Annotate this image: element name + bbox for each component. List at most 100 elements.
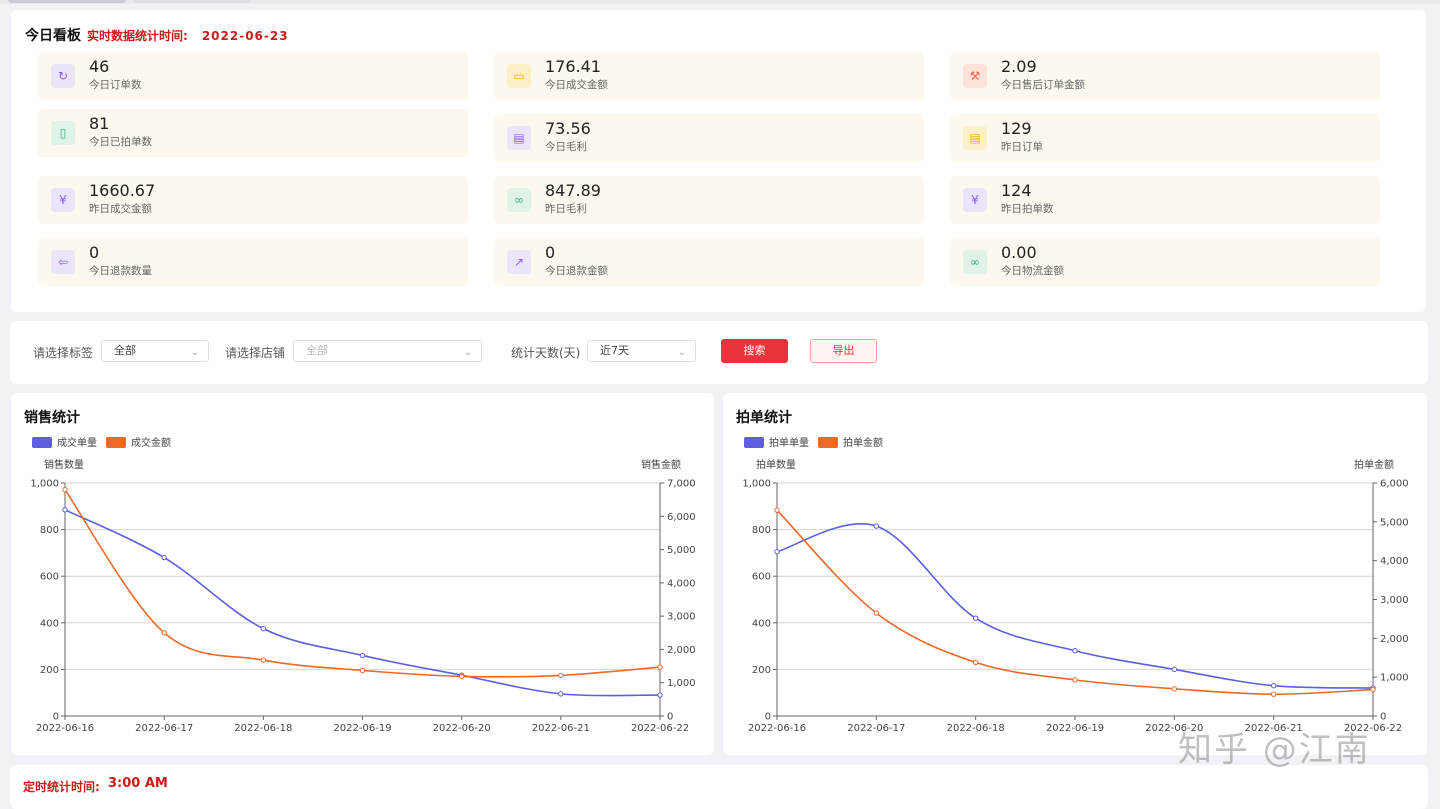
left-tick-label: 600 — [752, 572, 771, 583]
realtime-date: 2022-06-23 — [201, 29, 289, 43]
stat-card: ↗ 0 今日退款金额 — [494, 238, 924, 286]
data-point-left — [260, 625, 267, 632]
data-point-right — [1171, 686, 1178, 692]
data-point-left — [1270, 683, 1277, 689]
document-icon: ▤ — [963, 126, 987, 150]
data-point-left — [558, 691, 564, 697]
tag-select-value: 全部 — [114, 344, 136, 357]
right-tick-label: 2,000 — [667, 645, 696, 656]
data-point-right — [972, 659, 979, 666]
right-tick-label: 2,000 — [1380, 634, 1409, 645]
stat-value: 129 — [1001, 119, 1032, 138]
chevron-down-icon: ⌄ — [677, 347, 686, 358]
scheduled-time-value: 3:00 AM — [108, 776, 168, 791]
stat-value: 1660.67 — [89, 181, 156, 200]
stat-card: ▤ 73.56 今日毛利 — [494, 114, 924, 162]
data-point-right — [161, 630, 167, 636]
orders-chart-panel: 拍单统计 拍单单量 拍单金额 拍单数量 拍单金额 0 200 400 600 800 1,000 0… — [723, 393, 1427, 755]
x-tick-label: 2022-06-19 — [333, 723, 391, 734]
stat-card: ▯ 81 今日已拍单数 — [38, 109, 468, 157]
tab-dashboard[interactable] — [8, 0, 126, 3]
scheduled-time-label: 定时统计时间: — [23, 780, 100, 794]
stat-label: 今日毛利 — [545, 141, 587, 153]
legend-label: 拍单金额 — [843, 436, 883, 449]
right-tick-label: 1,000 — [1380, 673, 1409, 684]
shop-label: 请选择店铺 — [225, 346, 286, 360]
scheduled-stats-panel: 定时统计时间: 3:00 AM — [10, 765, 1428, 809]
stat-label: 今日已拍单数 — [89, 136, 152, 148]
stat-value: 0 — [89, 243, 100, 262]
x-tick-label: 2022-06-18 — [947, 723, 1005, 734]
x-tick-label: 2022-06-22 — [631, 723, 689, 734]
right-axis-title: 拍单金额 — [1354, 458, 1394, 471]
stat-card: ∞ 847.89 昨日毛利 — [494, 176, 924, 224]
shop-select[interactable]: 全部 ⌄ — [293, 340, 482, 362]
chevron-down-icon: ⌄ — [190, 347, 199, 358]
days-label: 统计天数(天) — [511, 346, 581, 360]
right-tick-label: 3,000 — [1380, 595, 1409, 606]
x-tick-label: 2022-06-20 — [433, 723, 491, 734]
stat-card: ∞ 0.00 今日物流金额 — [950, 238, 1380, 286]
right-tick-label: 7,000 — [667, 479, 696, 490]
right-tick-label: 3,000 — [667, 612, 696, 623]
legend-swatch — [818, 437, 838, 448]
x-tick-label: 2022-06-16 — [36, 723, 94, 734]
data-point-left — [62, 507, 68, 513]
search-button[interactable]: 搜索 — [721, 339, 788, 363]
stat-card: ▤ 129 昨日订单 — [950, 114, 1380, 162]
legend-swatch — [106, 437, 126, 448]
left-tick-label: 200 — [40, 665, 59, 676]
stat-value: 847.89 — [545, 181, 601, 200]
data-point-right — [558, 672, 564, 679]
stat-label: 昨日毛利 — [545, 203, 587, 215]
stat-label: 今日物流金额 — [1001, 265, 1064, 277]
stat-label: 昨日订单 — [1001, 141, 1043, 153]
data-point-right — [1270, 691, 1277, 697]
legend-label: 成交金额 — [131, 436, 171, 449]
x-tick-label: 2022-06-18 — [234, 723, 292, 734]
legend-label: 成交单量 — [57, 436, 97, 449]
series-line-right — [776, 509, 1374, 696]
tab-secondary[interactable] — [133, 0, 251, 3]
left-tick-label: 800 — [40, 525, 59, 536]
stat-card: ⚒ 2.09 今日售后订单金额 — [950, 52, 1380, 100]
today-board: 今日看板 实时数据统计时间: 2022-06-23 ↻ 46 今日订单数 ▭ 176.4… — [11, 10, 1426, 312]
stat-card: ⇦ 0 今日退款数量 — [38, 238, 468, 286]
tag-select[interactable]: 全部 ⌄ — [101, 340, 209, 362]
left-axis-title: 销售数量 — [44, 458, 84, 471]
right-tick-label: 4,000 — [667, 578, 696, 589]
left-tick-label: 0 — [765, 712, 771, 723]
right-tick-label: 5,000 — [667, 545, 696, 556]
stat-value: 124 — [1001, 181, 1032, 200]
days-select[interactable]: 近7天 ⌄ — [587, 340, 696, 362]
left-tick-label: 0 — [53, 712, 59, 723]
data-point-right — [260, 657, 267, 663]
data-point-right — [359, 667, 366, 674]
right-tick-label: 1,000 — [667, 678, 696, 689]
gavel-icon: ⚒ — [963, 64, 987, 88]
chevron-down-icon: ⌄ — [463, 347, 472, 358]
stat-value: 81 — [89, 114, 110, 133]
left-tick-label: 400 — [752, 618, 771, 629]
x-tick-label: 2022-06-21 — [1245, 723, 1303, 734]
right-axis-title: 销售金额 — [641, 458, 681, 471]
export-button[interactable]: 导出 — [810, 339, 877, 363]
stat-label: 今日售后订单金额 — [1001, 79, 1085, 91]
watermark: 知乎 @江南 — [1178, 730, 1371, 770]
data-point-right — [1370, 686, 1376, 693]
right-tick-label: 0 — [1380, 712, 1386, 723]
legend-swatch — [744, 437, 764, 448]
wallet-icon: ▭ — [507, 64, 531, 88]
data-point-right — [873, 610, 880, 616]
left-tick-label: 200 — [752, 665, 771, 676]
data-point-left — [359, 652, 366, 659]
stat-label: 今日成交金额 — [545, 79, 608, 91]
x-tick-label: 2022-06-22 — [1344, 723, 1402, 734]
data-point-left — [657, 692, 663, 698]
right-tick-label: 4,000 — [1380, 556, 1409, 567]
x-tick-label: 2022-06-20 — [1145, 723, 1203, 734]
stat-card: ¥1660.67 昨日成交金额 — [38, 176, 468, 224]
data-point-left — [972, 615, 979, 621]
data-point-left — [774, 549, 780, 555]
